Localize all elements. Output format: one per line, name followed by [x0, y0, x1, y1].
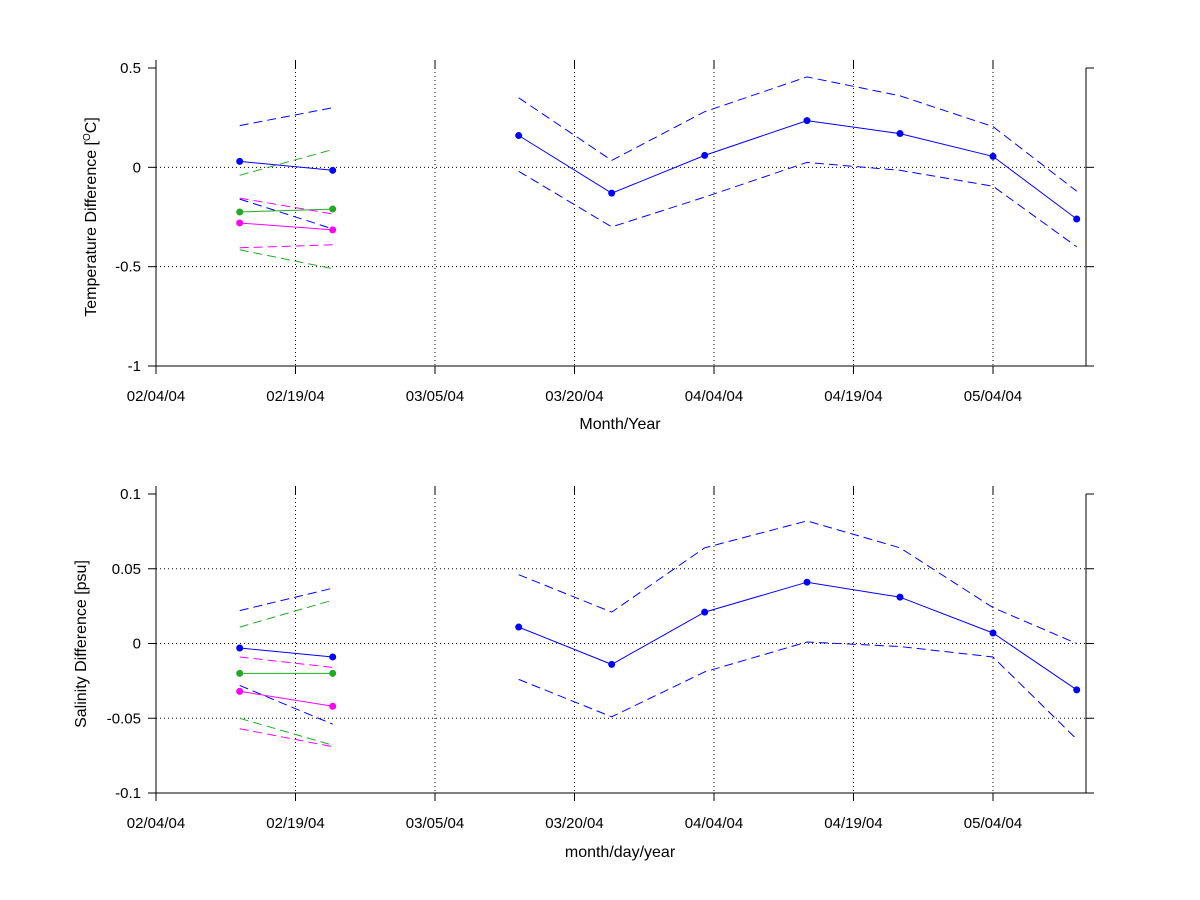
salinity-series-blue-point — [515, 623, 523, 631]
temperature-x-axis-label: Month/Year — [579, 416, 661, 433]
salinity-x-tick-label: 03/05/04 — [406, 815, 464, 832]
salinity-series-magenta-point — [236, 687, 244, 695]
salinity-series-green-dashed-line — [239, 717, 333, 746]
temperature-series-blue-point — [989, 152, 997, 160]
temperature-series-blue-point — [236, 157, 244, 165]
salinity-series-blue-dashed-line — [518, 641, 1078, 740]
temperature-series-blue-point — [515, 132, 523, 140]
salinity-series-blue-point — [329, 653, 337, 661]
temperature-series-magenta-dashed-line — [239, 197, 333, 215]
salinity-y-axis-label: Salinity Difference [psu] — [73, 560, 90, 728]
salinity-series-green-point — [329, 669, 337, 677]
temperature-series-blue-dashed-line — [239, 107, 333, 127]
salinity-series-green-point — [236, 669, 244, 677]
temperature-y-tick-label: -1 — [128, 358, 141, 375]
temperature-y-label-tail: C] — [83, 117, 100, 133]
temperature-series-magenta-point — [329, 226, 337, 234]
salinity-x-tick-label: 04/04/04 — [685, 815, 743, 832]
temperature-x-tick-label: 02/19/04 — [266, 388, 324, 405]
salinity-x-tick-label: 05/04/04 — [964, 815, 1022, 832]
salinity-series-magenta-dashed-line — [239, 728, 333, 748]
temperature-series-green-dashed-line — [239, 149, 333, 176]
temperature-y-tick-label: 0 — [133, 159, 141, 176]
salinity-y-tick-label: 0 — [133, 636, 141, 653]
salinity-series-magenta-dashed-line — [239, 656, 333, 668]
temperature-series-magenta-point — [236, 219, 244, 227]
temperature-series-blue-point — [896, 130, 904, 138]
temperature-panel: Month/Year Temperature Difference [OC] 0… — [82, 60, 1094, 433]
temperature-x-tick-label: 03/20/04 — [545, 388, 603, 405]
temperature-series-green-point — [329, 205, 337, 213]
salinity-y-tick-label: -0.05 — [107, 710, 141, 727]
salinity-x-tick-label: 04/19/04 — [824, 815, 882, 832]
temperature-series-blue-point — [1073, 215, 1081, 223]
salinity-y-tick-label: -0.1 — [115, 785, 141, 802]
temperature-series-blue-dashed-line — [518, 161, 1077, 248]
temperature-series-green-dashed-line — [239, 249, 333, 270]
temperature-x-tick-label: 05/04/04 — [964, 388, 1022, 405]
salinity-series-magenta-solid-line — [239, 690, 333, 707]
salinity-series-blue-point — [896, 593, 904, 601]
temperature-y-tick-label: 0.5 — [120, 60, 141, 77]
temperature-series-blue-point — [701, 151, 709, 159]
temperature-series-blue-point — [329, 166, 337, 174]
temperature-x-tick-label: 04/19/04 — [824, 388, 882, 405]
temperature-series-blue-dashed-line — [518, 76, 1078, 192]
temperature-y-axis-label: Temperature Difference [OC] — [82, 117, 100, 317]
salinity-series-blue-dashed-line — [239, 587, 333, 612]
temperature-series-magenta-dashed-line — [239, 244, 333, 249]
salinity-series-magenta-point — [329, 702, 337, 710]
salinity-series-blue-point — [1073, 686, 1081, 694]
temperature-series-magenta-solid-line — [239, 222, 333, 231]
salinity-x-tick-label: 02/04/04 — [127, 815, 185, 832]
salinity-x-tick-label: 03/20/04 — [545, 815, 603, 832]
salinity-panel: month/day/year Salinity Difference [psu]… — [73, 486, 1094, 861]
temperature-series-green-solid-line — [239, 208, 333, 213]
temperature-series-green-point — [236, 208, 244, 216]
salinity-y-tick-label: 0.05 — [112, 561, 141, 578]
salinity-series-blue-solid-line — [239, 647, 333, 658]
salinity-series-blue-dashed-line — [518, 520, 1077, 644]
temperature-series-blue-point — [803, 117, 811, 125]
temperature-series-blue-point — [608, 189, 616, 197]
temperature-series-blue-solid-line — [239, 160, 333, 171]
salinity-y-tick-label: 0.1 — [120, 486, 141, 503]
salinity-series-blue-dashed-line — [239, 684, 333, 725]
salinity-series-blue-point — [236, 644, 244, 652]
temperature-y-label-main: Temperature Difference [ — [83, 140, 100, 316]
salinity-series-blue-point — [608, 660, 616, 668]
salinity-x-tick-label: 02/19/04 — [266, 815, 324, 832]
salinity-series-blue-point — [989, 629, 997, 637]
temperature-series-blue-dashed-line — [239, 198, 333, 230]
temperature-y-label-superscript: O — [82, 133, 93, 141]
salinity-series-blue-point — [701, 608, 709, 616]
salinity-series-blue-point — [803, 578, 811, 586]
temperature-x-tick-label: 03/05/04 — [406, 388, 464, 405]
temperature-y-tick-label: -0.5 — [115, 259, 141, 276]
temperature-x-tick-label: 02/04/04 — [127, 388, 185, 405]
salinity-series-green-dashed-line — [239, 599, 333, 628]
temperature-x-tick-label: 04/04/04 — [685, 388, 743, 405]
salinity-x-axis-label: month/day/year — [565, 844, 676, 861]
